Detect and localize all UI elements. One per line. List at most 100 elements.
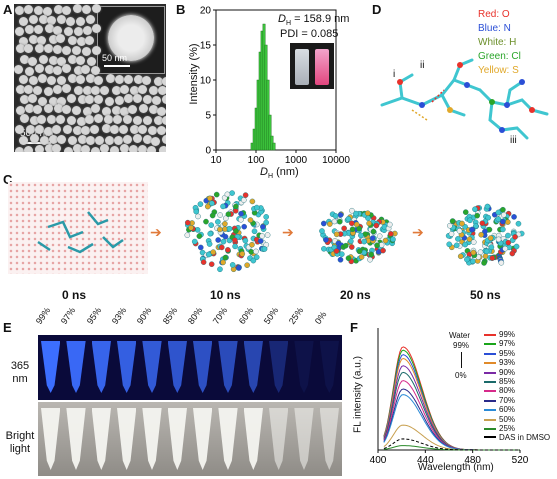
fl-legend-swatch [484, 343, 496, 346]
atom-sphere [511, 214, 517, 220]
nanoparticle-dot [63, 146, 73, 152]
nanoparticle-dot [44, 64, 54, 74]
atom-sphere [195, 213, 201, 220]
atom-sphere [449, 218, 456, 224]
nanoparticle-dot [90, 104, 100, 113]
fl-legend-label: 60% [499, 405, 516, 415]
panel-label-f: F [350, 320, 358, 335]
atom-sphere [369, 235, 376, 241]
atom-sphere [466, 236, 473, 242]
nanoparticle-dot [103, 114, 113, 124]
atom-sphere [368, 251, 375, 258]
atom-sphere [495, 209, 502, 216]
uv-tube [142, 341, 162, 393]
atom-sphere [235, 265, 242, 271]
inset-scale-label: 50 nm [102, 53, 128, 63]
nanoparticle-dot [120, 144, 130, 152]
atom-sphere [241, 197, 247, 203]
nanoparticle-dot [44, 86, 54, 96]
atom-sphere [208, 222, 215, 228]
nanoparticle-dot [111, 106, 121, 116]
atom-sphere [193, 208, 200, 215]
nanoparticle-dot [73, 65, 83, 75]
nanoparticle-dot [72, 46, 82, 56]
atom-sphere [467, 217, 473, 224]
atom-sphere [356, 248, 363, 255]
dls-chart: 0 5 10 15 20 10 100 1000 10000 [200, 6, 350, 167]
nanoparticle-dot [53, 5, 63, 15]
dls-y-tick-label: 20 [200, 6, 212, 17]
nanoparticle-dot [19, 36, 29, 46]
fl-legend-item: 95% [484, 349, 550, 358]
atom-sphere [380, 247, 386, 254]
bright-tube [66, 408, 86, 470]
atom-sphere [197, 201, 204, 207]
atom-sphere [500, 218, 506, 225]
nanoparticle-dot [156, 126, 166, 136]
atom-sphere [464, 256, 470, 263]
atom-sphere [367, 256, 373, 263]
nanoparticle-dot [142, 94, 152, 104]
atom-sphere [323, 237, 329, 243]
arrow-icon-3: ➔ [412, 224, 424, 240]
nanoparticle-dot [27, 56, 37, 66]
nanoparticle-dot [133, 134, 143, 144]
nanoparticle-dot [153, 116, 163, 126]
atom-sphere [386, 221, 393, 228]
atom-sphere [232, 243, 238, 250]
nanoparticle-dot [57, 96, 67, 106]
atom-sphere [366, 220, 372, 227]
atom-sphere [337, 212, 344, 218]
nanoparticle-dot [29, 35, 39, 45]
percent-label: 90% [135, 305, 154, 326]
nanoparticle-dot [86, 56, 96, 66]
nanoparticle-dot [14, 65, 24, 75]
atom-sphere [353, 210, 359, 217]
time-label-20: 20 ns [340, 288, 371, 302]
bright-tube [142, 408, 162, 470]
nanoparticle-dot [158, 85, 166, 95]
nanoparticle-dot [56, 135, 66, 145]
nanoparticle-dot [19, 55, 29, 65]
atom-sphere [455, 236, 461, 242]
nanoparticle-dot [90, 85, 100, 95]
nanoparticle-dot [114, 74, 124, 84]
nanoparticle-dot [122, 115, 132, 125]
bright-tube [218, 408, 238, 470]
fl-x-tick-label: 400 [370, 455, 387, 466]
nanoparticle-dot [15, 105, 25, 115]
fl-legend: 99% 97% 95% 93% 90% 85% 80% 70% 60% 50% 25% DAS in … [484, 330, 550, 443]
atom-sphere [495, 216, 502, 222]
atom-sphere [207, 195, 213, 202]
atom-sphere [215, 237, 221, 243]
atom-sphere [370, 228, 377, 235]
nanoparticle-dot [15, 26, 25, 36]
atom-sphere [509, 250, 516, 257]
annot-0: 0% [455, 371, 467, 380]
nanoparticle-dot [113, 114, 123, 124]
atom-sphere [447, 222, 453, 229]
vial-photo [290, 43, 334, 89]
fl-legend-swatch [484, 427, 496, 430]
atom-sphere [263, 219, 269, 226]
vial-clear [295, 49, 309, 85]
percent-label: 70% [211, 305, 230, 326]
nanoparticle-dot [68, 55, 78, 65]
nanoparticle-dot [151, 136, 160, 146]
nanoparticle-dot [43, 126, 53, 136]
nanoparticle-dot [91, 24, 101, 34]
nanoparticle-dot [134, 75, 144, 85]
marker-iii: iii [510, 135, 517, 146]
nanoparticle-dot [46, 76, 56, 86]
nanoparticle-dot [43, 104, 53, 113]
atom-sphere [223, 215, 229, 222]
atom-sphere [232, 237, 238, 244]
nanoparticle-dot [85, 74, 95, 84]
atom-sphere [220, 203, 226, 210]
nanoparticle-dot [34, 5, 44, 15]
nanoparticle-dot [49, 134, 59, 144]
time-label-10: 10 ns [210, 288, 241, 302]
nanoparticle-dot [49, 34, 59, 44]
nanoparticle-dot [101, 124, 111, 134]
atom-sphere [470, 239, 477, 245]
